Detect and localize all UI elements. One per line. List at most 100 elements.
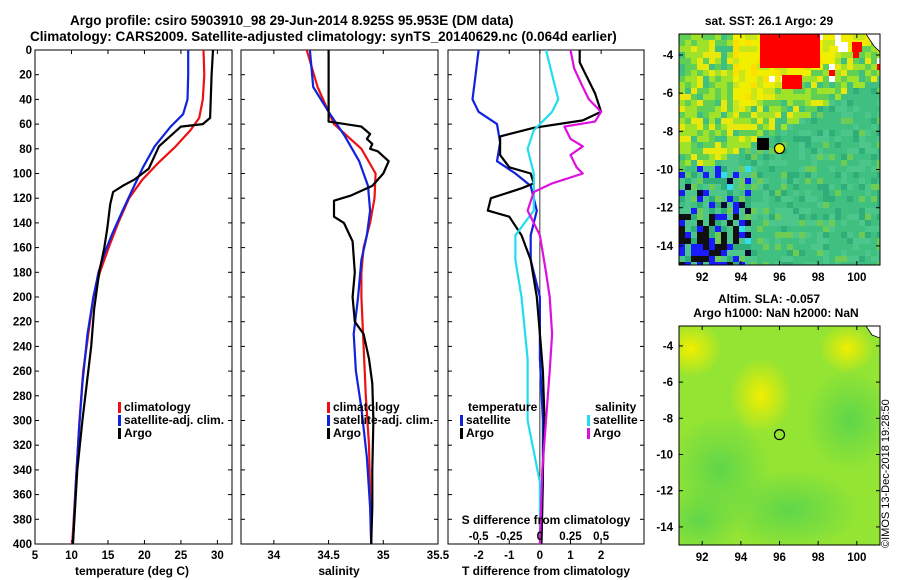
sst-pixel [733,190,739,196]
sst-pixel [751,172,757,178]
sst-pixel [757,262,763,265]
sst-pixel [739,232,745,238]
sst-pixel [769,172,775,178]
sst-pixel [739,34,745,40]
sst-pixel [829,238,835,244]
sst-pixel [769,148,775,154]
sst-pixel [715,148,721,154]
sst-pixel [715,100,721,106]
sst-pixel [775,154,781,160]
sst-pixel [727,136,733,142]
sst-pixel [769,142,775,148]
sst-pixel [709,172,715,178]
sst-pixel [691,250,697,256]
sst-pixel [787,148,793,154]
sst-pixel [679,160,685,166]
sst-pixel [721,238,727,244]
latitude-tick-label: -8 [663,126,674,138]
legend-title-temperature: temperature [468,400,538,414]
sst-pixel [739,40,745,46]
sst-pixel [877,106,880,112]
sst-pixel [799,244,805,250]
sst-pixel [739,82,745,88]
sst-pixel [823,244,829,250]
sst-pixel [703,220,709,226]
sst-pixel [727,88,733,94]
sst-pixel [853,190,859,196]
sst-pixel [793,142,799,148]
sst-pixel [751,58,757,64]
sst-pixel [697,142,703,148]
sst-pixel [727,190,733,196]
sla-map-subtitle: Argo h1000: NaN h2000: NaN [693,306,858,320]
sst-pixel [751,106,757,112]
sst-pixel [739,154,745,160]
sst-pixel [685,160,691,166]
sst-pixel [769,214,775,220]
sst-pixel [751,178,757,184]
sst-pixel [769,196,775,202]
sst-pixel [787,256,793,262]
sst-pixel [781,256,787,262]
depth-tick-label: 320 [13,440,32,452]
depth-tick-label: 300 [13,416,32,428]
sst-pixel [805,124,811,130]
sst-pixel [871,160,877,166]
sst-pixel [715,76,721,82]
sst-pixel [715,106,721,112]
sst-pixel [805,214,811,220]
sst-pixel [835,262,841,265]
sst-pixel [745,178,751,184]
sst-pixel [703,142,709,148]
sst-pixel [745,202,751,208]
sst-pixel [853,130,859,136]
sst-pixel [745,214,751,220]
sst-pixel [811,238,817,244]
sst-pixel [775,112,781,118]
sst-pixel [787,112,793,118]
sst-pixel [733,172,739,178]
sst-pixel [805,76,811,82]
sst-pixel [685,118,691,124]
sst-pixel [823,106,829,112]
temperature-panel: 0 20 40 60 80 100 120 140 160 180 200 220 240 260 280 3… [13,45,233,578]
legend-label: satellite [593,413,638,427]
sst-pixel [859,88,865,94]
sst-pixel [781,112,787,118]
sst-pixel [865,58,871,64]
sst-pixel [835,34,841,40]
sst-pixel [709,88,715,94]
sst-pixel [679,64,685,70]
sst-pixel [709,196,715,202]
sst-pixel [865,172,871,178]
sst-pixel [781,130,787,136]
sst-pixel [715,142,721,148]
sst-pixel [823,142,829,148]
sst-pixel [781,160,787,166]
sst-pixel [829,226,835,232]
sst-pixel [721,70,727,76]
sst-pixel [769,112,775,118]
sst-pixel [847,130,853,136]
sst-pixel [679,232,685,238]
sst-pixel [817,202,823,208]
sst-pixel [841,226,847,232]
sst-pixel [751,70,757,76]
sst-pixel [721,214,727,220]
sst-pixel [751,148,757,154]
sst-pixel [829,184,835,190]
sst-pixel [859,106,865,112]
sst-pixel [859,172,865,178]
sst-pixel [685,82,691,88]
sst-pixel [715,226,721,232]
sst-pixel [763,256,769,262]
sst-pixel [865,160,871,166]
sst-pixel [703,250,709,256]
sst-pixel [775,256,781,262]
sst-pixel [745,148,751,154]
sst-pixel [733,214,739,220]
sst-pixel [727,52,733,58]
sst-pixel [679,190,685,196]
sst-pixel [739,94,745,100]
sst-pixel [733,106,739,112]
